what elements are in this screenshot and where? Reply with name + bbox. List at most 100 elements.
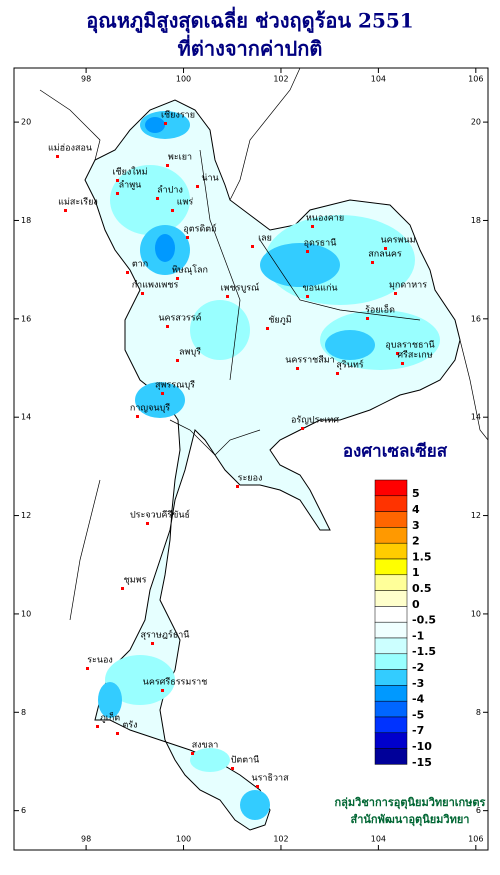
- lon-tick-label: 100: [176, 835, 191, 844]
- place-label: เพชรบูรณ์: [221, 282, 260, 294]
- legend-label: 5: [412, 487, 420, 500]
- station-dot: [166, 164, 169, 167]
- lat-tick-label: 18: [21, 216, 31, 225]
- lat-tick-label: 14: [471, 413, 481, 422]
- legend-swatch: [374, 748, 408, 765]
- lon-tick-label: 106: [468, 75, 483, 84]
- legend-label: 1: [412, 566, 420, 579]
- legend-label: -1: [412, 629, 424, 642]
- station-dot: [141, 292, 144, 295]
- place-label: นครพนม: [380, 236, 415, 246]
- lat-tick-label: 16: [21, 314, 31, 323]
- place-label: เชียงใหม่: [112, 167, 147, 178]
- lon-tick-label: 98: [81, 75, 91, 84]
- station-dot: [371, 261, 374, 264]
- place-label: กำแพงเพชร: [132, 280, 179, 291]
- legend-swatch: [374, 653, 408, 670]
- station-dot: [96, 725, 99, 728]
- station-dot: [226, 295, 229, 298]
- place-label: ขอนแก่น: [302, 284, 337, 294]
- legend-swatch: [374, 511, 408, 528]
- legend-swatch: [374, 590, 408, 607]
- place-label: ระนอง: [87, 656, 113, 666]
- station-dot: [176, 277, 179, 280]
- legend-label: -3: [412, 677, 424, 690]
- legend-swatch: [374, 732, 408, 749]
- place-label: ลำพูน: [119, 180, 142, 191]
- place-label: หนองคาย: [306, 214, 344, 224]
- lat-tick-label: 14: [21, 413, 31, 422]
- legend-label: 2: [412, 535, 420, 548]
- station-dot: [384, 247, 387, 250]
- lon-tick-label: 102: [273, 835, 288, 844]
- lat-tick-label: 8: [21, 708, 26, 717]
- station-dot: [196, 185, 199, 188]
- place-label: ตาก: [132, 260, 148, 270]
- place-label: ร้อยเอ็ด: [365, 303, 395, 316]
- legend-swatch: [374, 621, 408, 639]
- place-label: น่าน: [201, 174, 218, 184]
- subtitle: ที่ต่างจากค่าปกติ: [178, 34, 323, 61]
- legend-label: 1.5: [412, 550, 432, 563]
- place-label: ชัยภูมิ: [268, 315, 291, 326]
- place-label: แม่ฮ่องสอน: [48, 144, 92, 154]
- lat-tick-label: 20: [21, 118, 31, 127]
- lon-tick-label: 100: [176, 75, 191, 84]
- station-dot: [126, 271, 129, 274]
- station-dot: [266, 327, 269, 330]
- station-dot: [146, 522, 149, 525]
- station-dot: [311, 225, 314, 228]
- place-label: เชียงราย: [161, 110, 195, 121]
- place-label: สงขลา: [192, 741, 219, 751]
- legend-swatch: [374, 700, 408, 718]
- place-label: ลพบุรี: [179, 347, 201, 358]
- station-dot: [121, 587, 124, 590]
- station-dot: [296, 367, 299, 370]
- station-dot: [191, 752, 194, 755]
- place-label: แพร่: [177, 198, 194, 208]
- station-dot: [176, 359, 179, 362]
- legend-label: -0.5: [412, 614, 436, 627]
- station-dot: [136, 415, 139, 418]
- legend-swatch: [374, 542, 408, 560]
- place-label: นครศรีธรรมราช: [143, 677, 208, 688]
- station-dot: [186, 236, 189, 239]
- place-label: เลย: [258, 234, 272, 244]
- station-dot: [301, 427, 304, 430]
- place-label: นราธิวาส: [251, 773, 289, 784]
- place-label: ลำปาง: [157, 185, 183, 196]
- legend-label: -4: [412, 693, 425, 706]
- legend-label: -7: [412, 724, 424, 737]
- place-label: แม่สะเรียง: [58, 197, 98, 208]
- station-dot: [401, 362, 404, 365]
- legend-swatch: [374, 527, 408, 544]
- station-dot: [161, 689, 164, 692]
- lon-tick-label: 106: [468, 835, 483, 844]
- legend-label: -2: [412, 661, 424, 674]
- place-label: ชุมพร: [124, 576, 147, 586]
- lon-tick-label: 98: [81, 835, 91, 844]
- lat-tick-label: 10: [471, 609, 481, 618]
- place-label: ตรัง: [122, 721, 137, 731]
- legend-label: -10: [412, 740, 432, 753]
- legend-label: -15: [412, 756, 432, 769]
- place-label: ปัตตานี: [231, 755, 260, 766]
- station-dot: [366, 317, 369, 320]
- lon-tick-label: 104: [371, 75, 386, 84]
- place-label: สุพรรณบุรี: [155, 380, 195, 391]
- station-dot: [56, 155, 59, 158]
- place-label: สกลนคร: [368, 250, 402, 260]
- station-dot: [394, 292, 397, 295]
- legend-swatch: [374, 495, 408, 512]
- legend-swatch: [374, 479, 408, 497]
- legend-swatch: [374, 637, 408, 655]
- station-dot: [396, 352, 399, 355]
- station-dot: [306, 295, 309, 298]
- legend-swatch: [374, 685, 408, 702]
- station-dot: [164, 122, 167, 125]
- lat-tick-label: 20: [471, 118, 481, 127]
- station-dot: [86, 667, 89, 670]
- station-dot: [256, 785, 259, 788]
